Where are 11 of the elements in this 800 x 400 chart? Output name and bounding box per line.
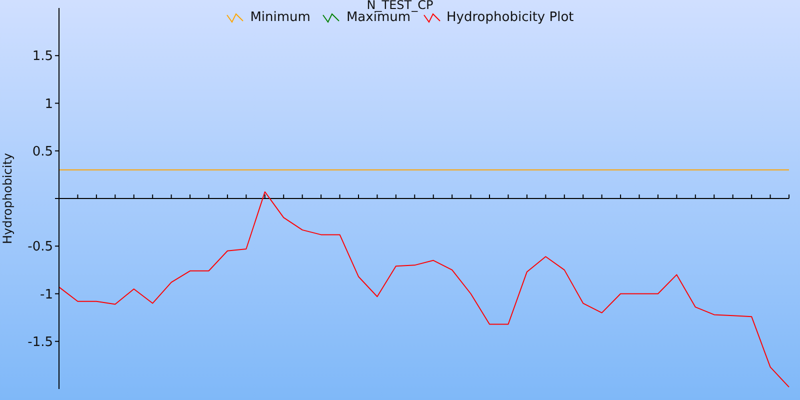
legend-label: Hydrophobicity Plot <box>446 10 574 26</box>
y-tick-label: 0.5 <box>32 144 53 160</box>
y-tick-label: 1 <box>44 96 53 112</box>
y-tick-label: -0.5 <box>28 240 53 255</box>
y-tick-label: -1 <box>40 287 53 302</box>
chart-title: N_TEST_CP <box>366 0 434 12</box>
legend-label: Maximum <box>346 10 411 26</box>
y-tick-label: 1.5 <box>32 49 53 64</box>
legend-label: Minimum <box>250 10 310 26</box>
y-tick-label: -1.5 <box>28 334 53 350</box>
y-axis-title: Hydrophobicity <box>0 152 14 244</box>
